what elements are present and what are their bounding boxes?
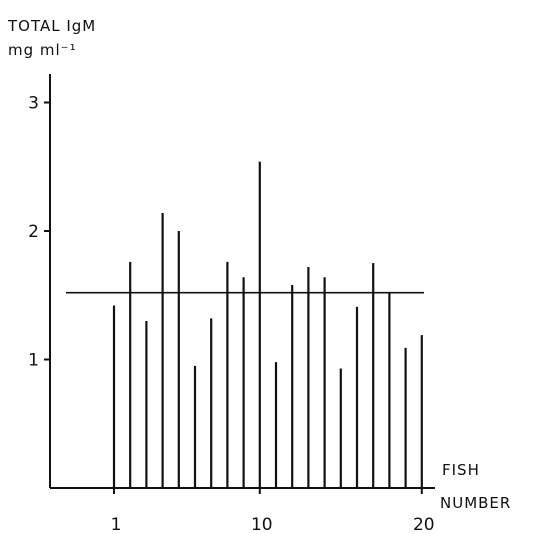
x-axis-title: FISH NUMBER (440, 461, 511, 512)
y-tick-label: 2 (28, 222, 39, 242)
x-tick-label: 10 (251, 515, 273, 534)
x-tick-label: 20 (413, 515, 435, 534)
bars (112, 161, 423, 488)
y-ticks: 1 2 3 (28, 94, 50, 371)
y-axis-label-line1: TOTAL IgM (7, 17, 96, 35)
x-ticks: 1 10 20 (111, 488, 435, 534)
y-axis-title: TOTAL IgM mg ml⁻¹ (7, 17, 96, 59)
x-axis-label-line2: NUMBER (440, 494, 511, 512)
y-tick-label: 3 (28, 94, 39, 114)
y-axis-label-line2: mg ml⁻¹ (8, 41, 77, 59)
y-tick-label: 1 (28, 351, 39, 371)
x-tick-label: 1 (111, 515, 122, 534)
x-axis-label-line1: FISH (442, 461, 480, 479)
